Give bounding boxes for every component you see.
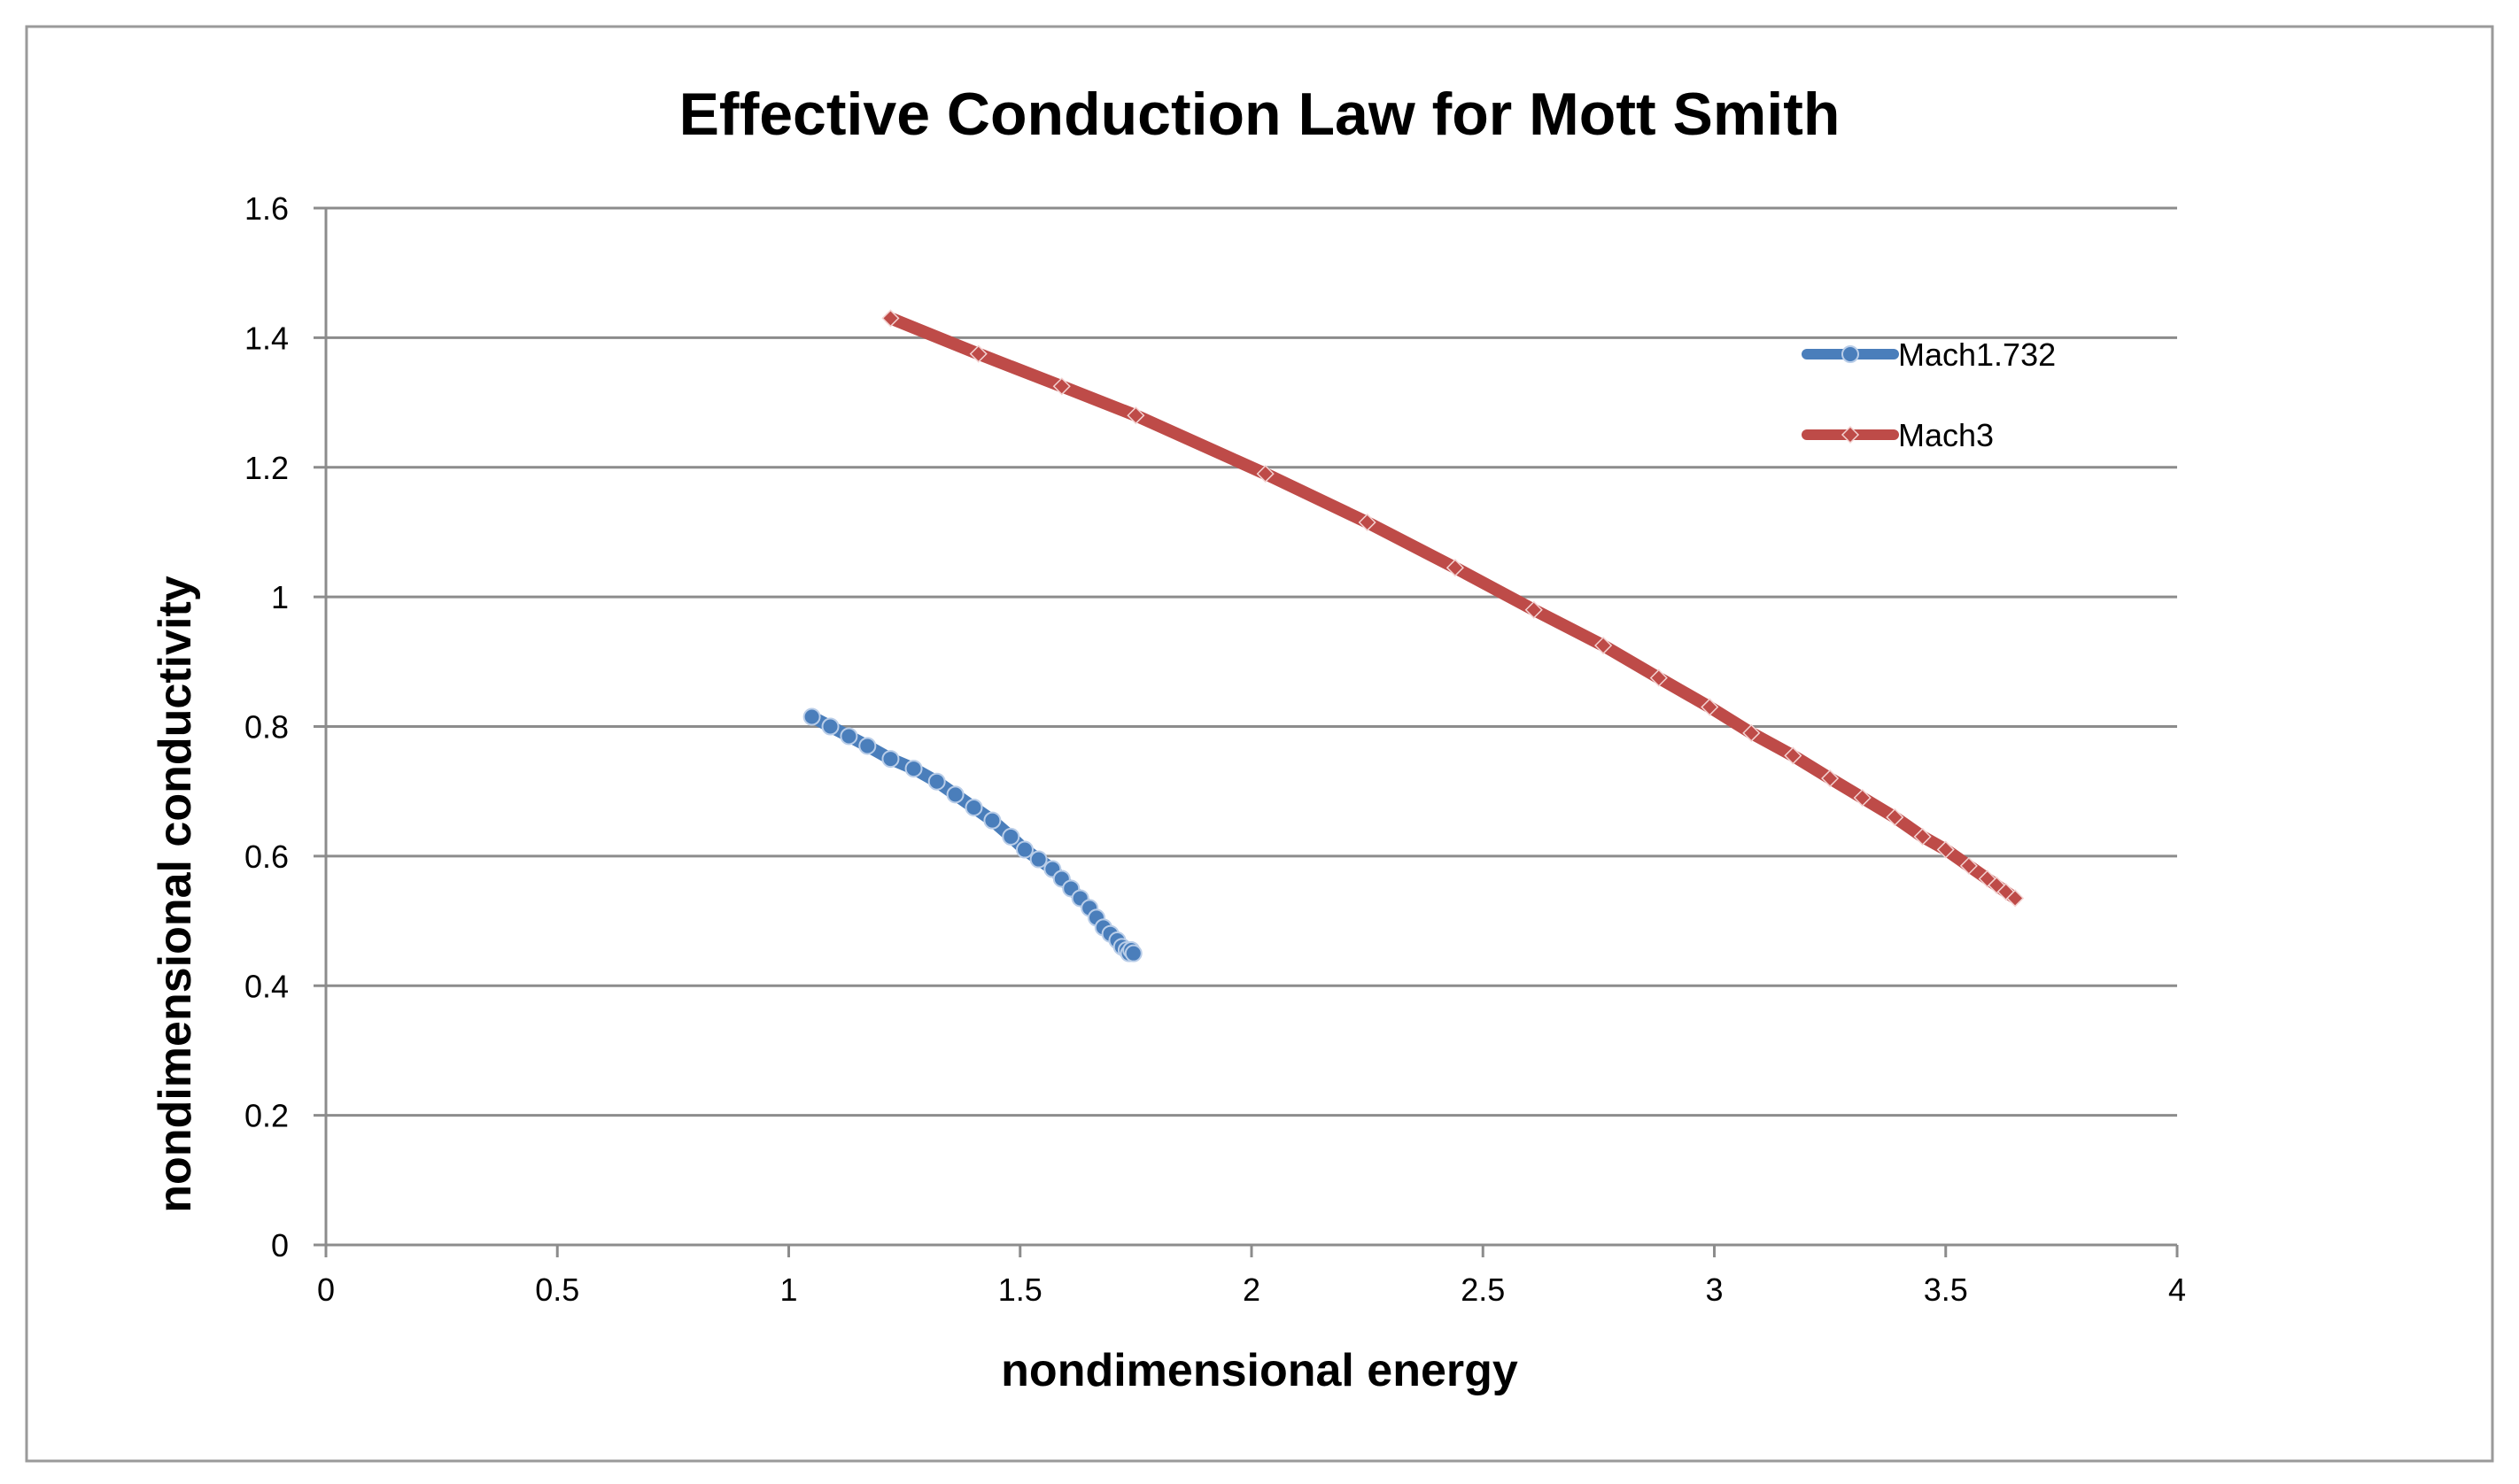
x-tick-label: 2.5 <box>1461 1271 1505 1308</box>
data-point <box>881 750 900 769</box>
data-point <box>983 811 1002 830</box>
data-point <box>965 798 983 816</box>
data-point <box>927 772 946 791</box>
x-tick-label: 3.5 <box>1924 1271 1968 1308</box>
y-tick-label: 0.4 <box>244 968 289 1004</box>
data-point <box>904 760 923 778</box>
y-tick-label: 1.6 <box>244 190 289 227</box>
data-point <box>1936 840 1955 859</box>
data-point <box>946 785 965 804</box>
data-point <box>1256 465 1275 483</box>
y-tick-label: 0 <box>271 1227 289 1264</box>
data-point <box>881 309 900 328</box>
y-tick-label: 1 <box>271 579 289 615</box>
data-point <box>1124 944 1143 962</box>
legend: Mach1.732 Mach3 <box>1802 336 2056 453</box>
data-point <box>1358 513 1376 532</box>
x-tick-label: 0.5 <box>535 1271 579 1308</box>
data-point <box>1446 559 1464 577</box>
series <box>802 309 2025 962</box>
y-tick-label: 0.6 <box>244 839 289 875</box>
data-point <box>1015 840 1034 859</box>
data-point <box>1524 600 1543 619</box>
data-point <box>1853 788 1872 808</box>
y-tick-label: 1.4 <box>244 320 289 356</box>
data-point <box>821 717 840 736</box>
tick-labels: 0 0.2 0.4 0.6 0.8 1 1.2 1.4 1.6 0 0.5 1 1.5 2 2.5 3 3.5 4 <box>244 190 2186 1308</box>
data-point <box>802 707 821 726</box>
data-point <box>1649 669 1668 687</box>
legend-label: Mach1.732 <box>1898 336 2056 373</box>
y-tick-label: 0.8 <box>244 709 289 746</box>
data-point <box>2006 889 2025 908</box>
legend-swatch-marker <box>1841 345 1859 363</box>
y-tick-label: 0.2 <box>244 1098 289 1134</box>
y-tick-label: 1.2 <box>244 450 289 486</box>
x-tick-label: 3 <box>1705 1271 1723 1308</box>
data-point <box>1821 769 1840 788</box>
data-point <box>1002 827 1020 846</box>
series-mach3 <box>881 309 2025 908</box>
data-point <box>1701 698 1719 716</box>
x-tick-label: 0 <box>317 1271 335 1308</box>
data-point <box>1052 377 1071 396</box>
legend-swatch-marker <box>1841 425 1860 444</box>
data-point <box>1742 723 1761 742</box>
data-point <box>840 727 858 746</box>
x-tick-label: 1 <box>779 1271 797 1308</box>
data-point <box>969 344 988 363</box>
data-point <box>1029 850 1048 869</box>
data-point <box>858 737 877 755</box>
axes <box>314 206 2179 1257</box>
legend-item: Mach1.732 <box>1802 336 2056 373</box>
data-point <box>1784 746 1802 765</box>
x-tick-label: 1.5 <box>998 1271 1042 1308</box>
data-point <box>1127 406 1145 425</box>
data-point <box>1594 636 1613 655</box>
data-point <box>1913 827 1932 846</box>
x-axis-title: nondimensional energy <box>1001 1345 1518 1396</box>
series-mach1-732 <box>802 707 1143 962</box>
legend-item: Mach3 <box>1802 417 1994 453</box>
data-point <box>1886 808 1904 827</box>
data-point <box>1959 856 1978 875</box>
chart-frame <box>25 25 2494 1463</box>
chart-title: Effective Conduction Law for Mott Smith <box>679 81 1841 148</box>
legend-label: Mach3 <box>1898 417 1994 453</box>
x-tick-label: 4 <box>2168 1271 2186 1308</box>
y-axis-title: nondimensional conductivity <box>150 576 201 1212</box>
x-tick-label: 2 <box>1243 1271 1260 1308</box>
